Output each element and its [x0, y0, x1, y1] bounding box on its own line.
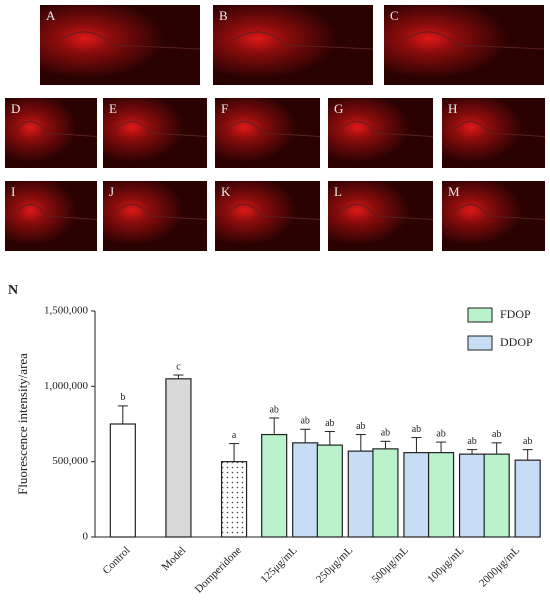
larva-outline	[340, 204, 434, 220]
significance-label: ab	[492, 429, 501, 440]
larva-outline	[115, 204, 208, 220]
larva-outline	[340, 121, 434, 137]
larva-outline	[402, 31, 545, 50]
panel-label: F	[221, 101, 228, 116]
legend-swatch	[467, 307, 493, 323]
bar	[165, 378, 192, 538]
larva-outline	[227, 121, 321, 137]
bar	[372, 448, 399, 538]
panel-label: C	[390, 8, 399, 23]
y-tick-label: 500,000	[52, 455, 88, 467]
significance-label: ab	[269, 404, 278, 415]
bar	[403, 452, 430, 538]
significance-label: ab	[300, 416, 309, 427]
x-tick-label: Control	[100, 544, 132, 576]
panel-label: B	[219, 8, 228, 23]
larva-outline	[231, 31, 374, 50]
y-tick-label: 1,000,000	[44, 380, 89, 392]
panel-label: D	[11, 101, 20, 116]
significance-label: ab	[436, 428, 445, 439]
panel-label: I	[11, 184, 15, 199]
x-tick-label: 500μg/mL	[370, 544, 411, 585]
bar	[292, 442, 319, 538]
bar	[427, 452, 455, 538]
bar	[316, 444, 343, 538]
x-tick-label: Model	[160, 544, 189, 573]
significance-label: ab	[523, 436, 532, 447]
significance-label: a	[232, 430, 237, 441]
larva-outline	[115, 121, 208, 137]
y-axis-title: Fluorescence intensity/area	[15, 353, 30, 495]
significance-label: ab	[356, 421, 365, 432]
panel-label: H	[448, 101, 457, 116]
significance-label: ab	[412, 424, 421, 435]
larva-outline	[15, 204, 98, 220]
bar	[458, 453, 486, 538]
larva-outline	[454, 204, 546, 220]
bar	[347, 450, 374, 538]
x-tick-label: 250μg/mL	[314, 544, 355, 585]
larva-outline	[227, 204, 321, 220]
larva-outline	[58, 31, 201, 50]
significance-label: ab	[467, 436, 476, 447]
legend-label: DDOP	[500, 335, 533, 349]
panel-label: A	[46, 8, 56, 23]
larva-outline	[15, 121, 98, 137]
significance-label: c	[176, 361, 181, 372]
significance-label: ab	[381, 428, 390, 439]
panel-label: N	[8, 283, 18, 298]
x-tick-label: 125μg/mL	[258, 544, 299, 585]
y-tick-label: 1,500,000	[44, 305, 89, 317]
x-tick-label: Domperidone	[193, 544, 244, 595]
bar	[261, 433, 288, 538]
significance-label: ab	[325, 418, 334, 429]
bar	[109, 423, 136, 538]
x-tick-label: 2000μg/mL	[477, 544, 522, 589]
panel-label: J	[109, 184, 114, 199]
significance-label: b	[120, 392, 125, 403]
panel-label: G	[334, 101, 343, 116]
bar	[220, 461, 248, 538]
legend-swatch	[467, 335, 493, 351]
bar	[514, 459, 541, 538]
larva-outline	[454, 121, 546, 137]
bar	[483, 453, 510, 538]
panel-label: M	[448, 184, 460, 199]
panel-label: E	[109, 101, 117, 116]
x-tick-label: 100μg/mL	[425, 544, 466, 585]
y-tick-label: 0	[83, 531, 89, 543]
legend-label: FDOP	[500, 307, 531, 321]
panel-label: L	[334, 184, 342, 199]
panel-label: K	[221, 184, 231, 199]
